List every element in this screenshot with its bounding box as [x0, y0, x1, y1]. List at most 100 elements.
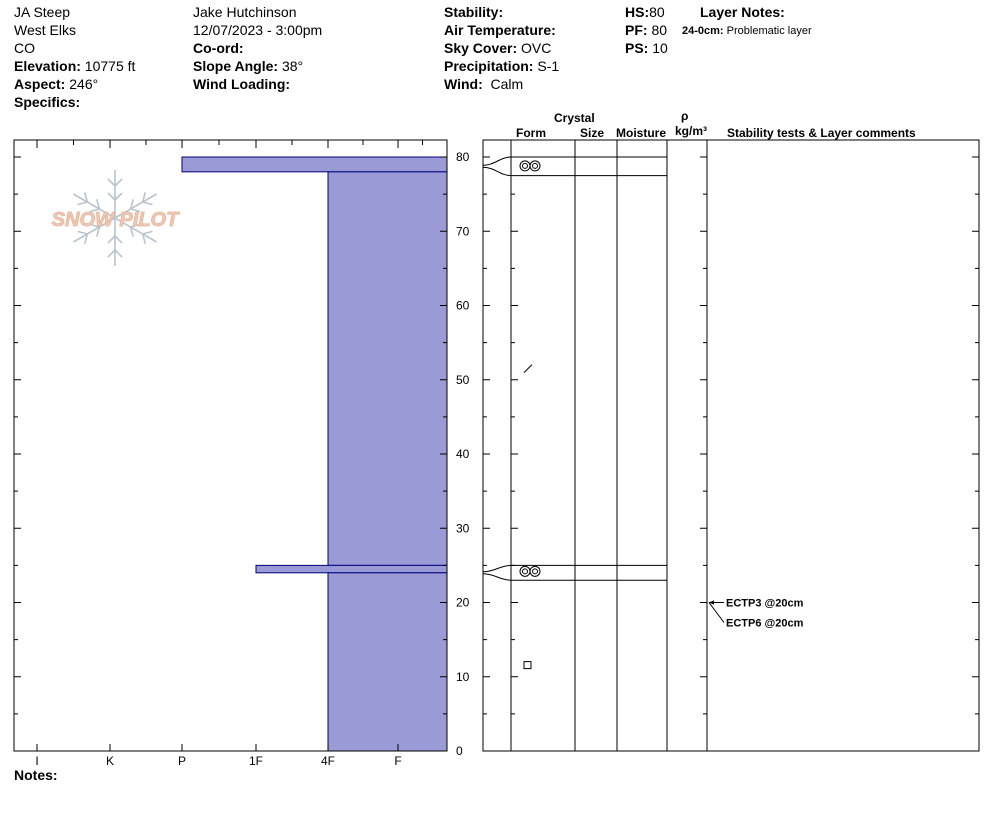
- flake-branch: [114, 235, 123, 244]
- logo-text: SNOW PILOT: [52, 209, 180, 231]
- flake-branch: [141, 192, 147, 203]
- crystal-column-header: Crystal: [554, 111, 595, 125]
- state: CO: [14, 40, 35, 56]
- surface-hoar-inner: [532, 568, 538, 575]
- wind: Wind: Calm: [444, 75, 523, 93]
- observation-datetime: 12/07/2023 - 3:00pm: [193, 22, 323, 38]
- flake-branch: [141, 233, 147, 244]
- pf-value: 80: [651, 22, 668, 38]
- stability-comments-header: Stability tests & Layer comments: [727, 126, 916, 140]
- specifics-label: Specifics:: [14, 94, 81, 110]
- surface-hoar-inner: [532, 162, 538, 169]
- flake-arm: [114, 193, 157, 219]
- hardness-tick-label: K: [106, 754, 114, 768]
- observer-name: Jake Hutchinson: [193, 4, 297, 20]
- hs: HS:80: [625, 3, 665, 21]
- layer-connector: [482, 166, 512, 177]
- precipitation-particle-symbol: [523, 364, 533, 373]
- stability-tests: ECTP3 @20cm ECTP6 @20cm: [708, 598, 804, 630]
- flake-branch: [83, 233, 89, 244]
- hardness-layers: [181, 156, 448, 752]
- hardness-tick-label: F: [394, 754, 401, 768]
- form-column-header: Form: [516, 126, 546, 140]
- hardness-plot-frame: [13, 139, 448, 752]
- flake-branch: [77, 201, 88, 206]
- surface-hoar-outer: [519, 565, 531, 577]
- depth-ticks: 0 10 20 30 40 50 60 70 80 I K P 1F 4F F: [14, 140, 979, 768]
- precipitation: Precipitation: S-1: [444, 57, 559, 75]
- flake-branch: [107, 178, 116, 187]
- surface-hoar-inner: [522, 568, 528, 575]
- mountain-range: West Elks: [14, 22, 76, 38]
- hardness-tick-label: 4F: [321, 754, 335, 768]
- ps-label: PS:: [625, 40, 649, 56]
- chart-frames: [13, 139, 980, 752]
- stability-label: Stability:: [444, 4, 504, 20]
- depth-tick-label: 80: [456, 150, 470, 164]
- sky-cover: Sky Cover: OVC: [444, 39, 551, 57]
- pf: PF: 80: [625, 21, 667, 39]
- hs-value: 80: [649, 4, 665, 20]
- layer-connector: [482, 564, 512, 573]
- precipitation-value: S-1: [537, 58, 560, 74]
- layer-note-range: 24-0cm:: [682, 25, 724, 37]
- flake-branch: [107, 249, 116, 258]
- layer-note: 24-0cm: Problematic layer: [682, 22, 812, 40]
- depth-tick-label: 70: [456, 224, 470, 238]
- faceted-crystal-symbol: [523, 661, 532, 670]
- form-symbols: [519, 160, 541, 670]
- crystal-layers: [482, 156, 667, 581]
- flake-branch: [89, 223, 100, 228]
- layer-connector: [482, 156, 512, 166]
- flake-branch: [114, 178, 123, 187]
- flake-branch: [114, 249, 123, 258]
- elevation-label: Elevation:: [14, 58, 81, 74]
- hardness-layer-P: [181, 156, 448, 173]
- depth-tick-label: 50: [456, 373, 470, 387]
- hardness-tick-label: I: [35, 754, 38, 768]
- location-name: JA Steep: [14, 4, 71, 20]
- surface-hoar-outer: [529, 160, 541, 172]
- flake-branch: [129, 226, 134, 237]
- wind-value: Calm: [490, 76, 524, 92]
- hardness-layer-4F: [327, 572, 448, 752]
- precipitation-label: Precipitation:: [444, 58, 534, 74]
- flake-branch: [89, 208, 100, 213]
- flake-branch: [142, 230, 153, 235]
- aspect: Aspect: 246°: [14, 75, 98, 93]
- slope-angle-value: 38°: [281, 58, 304, 74]
- depth-tick-label: 60: [456, 299, 470, 313]
- snowpilot-logo: SNOW PILOT: [51, 170, 181, 266]
- pf-label: PF:: [625, 22, 648, 38]
- coord-label: Co-ord:: [193, 40, 244, 56]
- layer-connector: [482, 573, 512, 581]
- ps: PS: 10: [625, 39, 668, 57]
- hardness-layer-4F: [327, 171, 448, 566]
- density-rho-label: ρ: [681, 109, 689, 123]
- depth-tick-label: 20: [456, 596, 470, 610]
- flake-arm: [114, 217, 157, 243]
- size-column-header: Size: [580, 126, 605, 140]
- stability-test-label: ECTP3 @20cm: [726, 598, 804, 610]
- flake-branch: [130, 208, 141, 213]
- flake-branch: [114, 192, 123, 201]
- aspect-label: Aspect:: [14, 76, 66, 92]
- depth-tick-label: 0: [456, 744, 463, 758]
- aspect-value: 246°: [69, 76, 99, 92]
- surface-hoar-inner: [522, 162, 528, 169]
- flake-arm: [73, 217, 116, 243]
- hardness-layer-1F: [255, 564, 448, 574]
- ps-value: 10: [652, 40, 668, 56]
- surface-hoar-outer: [529, 565, 541, 577]
- snowflake-icon: [73, 170, 157, 266]
- flake-branch: [130, 223, 141, 228]
- wind-loading-label: Wind Loading:: [193, 76, 291, 92]
- depth-tick-label: 10: [456, 670, 470, 684]
- density-unit-label: kg/m³: [675, 124, 708, 138]
- flake-branch: [96, 226, 101, 237]
- hardness-tick-label: 1F: [249, 754, 263, 768]
- stability-test-arrow: [709, 600, 714, 605]
- sky-cover-value: OVC: [521, 40, 552, 56]
- hs-label: HS:: [625, 4, 650, 20]
